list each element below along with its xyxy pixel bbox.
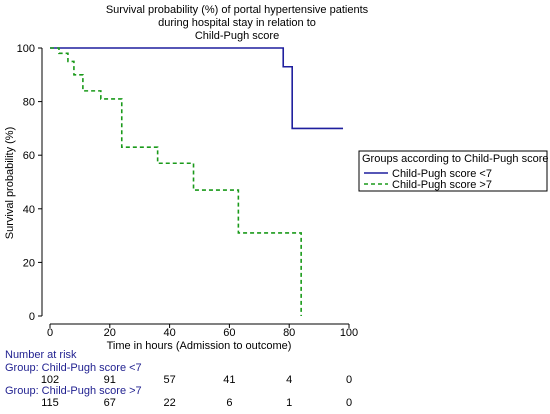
x-tick-label: 60 bbox=[223, 327, 235, 339]
y-axis-label: Survival probability (%) bbox=[4, 127, 16, 239]
risk-count: 22 bbox=[163, 397, 175, 409]
x-tick-label: 40 bbox=[163, 327, 175, 339]
risk-group-label-1: Group: Child-Pugh score <7 bbox=[5, 362, 142, 374]
series-line-1 bbox=[50, 47, 344, 130]
y-ticks: 0 20 40 60 80 100 bbox=[17, 43, 42, 323]
legend-box bbox=[358, 150, 548, 192]
risk-row-1: 102 91 57 41 4 0 bbox=[41, 374, 352, 386]
legend-label-series-2: Child-Pugh score >7 bbox=[392, 179, 492, 191]
y-tick-label: 80 bbox=[23, 97, 35, 109]
chart-title-line-1: Survival probability (%) of portal hyper… bbox=[106, 4, 369, 16]
risk-count: 41 bbox=[223, 374, 235, 386]
x-axis-label: Time in hours (Admission to outcome) bbox=[107, 340, 292, 352]
series-line-2 bbox=[50, 47, 302, 316]
series-group bbox=[50, 47, 344, 316]
risk-count: 57 bbox=[163, 374, 175, 386]
y-tick-label: 0 bbox=[29, 311, 35, 323]
axes bbox=[41, 48, 349, 325]
risk-count: 1 bbox=[286, 397, 292, 409]
risk-table-heading: Number at risk bbox=[5, 349, 77, 361]
risk-row-2: 115 67 22 6 1 0 bbox=[41, 397, 352, 409]
risk-count: 6 bbox=[226, 397, 232, 409]
chart-title-line-3: Child-Pugh score bbox=[195, 30, 279, 42]
y-tick-label: 40 bbox=[23, 204, 35, 216]
legend-title: Groups according to Child-Pugh score bbox=[362, 153, 548, 165]
x-ticks: 0 20 40 60 80 100 bbox=[47, 324, 358, 339]
risk-count: 67 bbox=[104, 397, 116, 409]
risk-count: 4 bbox=[286, 374, 292, 386]
y-tick-label: 60 bbox=[23, 150, 35, 162]
x-tick-label: 0 bbox=[47, 327, 53, 339]
risk-count: 102 bbox=[41, 374, 59, 386]
risk-count: 115 bbox=[41, 397, 59, 409]
legend: Groups according to Child-Pugh score Chi… bbox=[358, 150, 548, 192]
x-tick-label: 20 bbox=[104, 327, 116, 339]
x-tick-label: 80 bbox=[283, 327, 295, 339]
risk-count: 91 bbox=[104, 374, 116, 386]
risk-count: 0 bbox=[346, 374, 352, 386]
chart-title-line-2: during hospital stay in relation to bbox=[158, 17, 316, 29]
y-tick-label: 20 bbox=[23, 257, 35, 269]
risk-table: Number at risk Group: Child-Pugh score <… bbox=[5, 349, 352, 409]
risk-group-label-2: Group: Child-Pugh score >7 bbox=[5, 385, 142, 397]
y-tick-label: 100 bbox=[17, 43, 35, 55]
x-tick-label: 100 bbox=[340, 327, 358, 339]
risk-count: 0 bbox=[346, 397, 352, 409]
legend-label-series-1: Child-Pugh score <7 bbox=[392, 168, 492, 180]
